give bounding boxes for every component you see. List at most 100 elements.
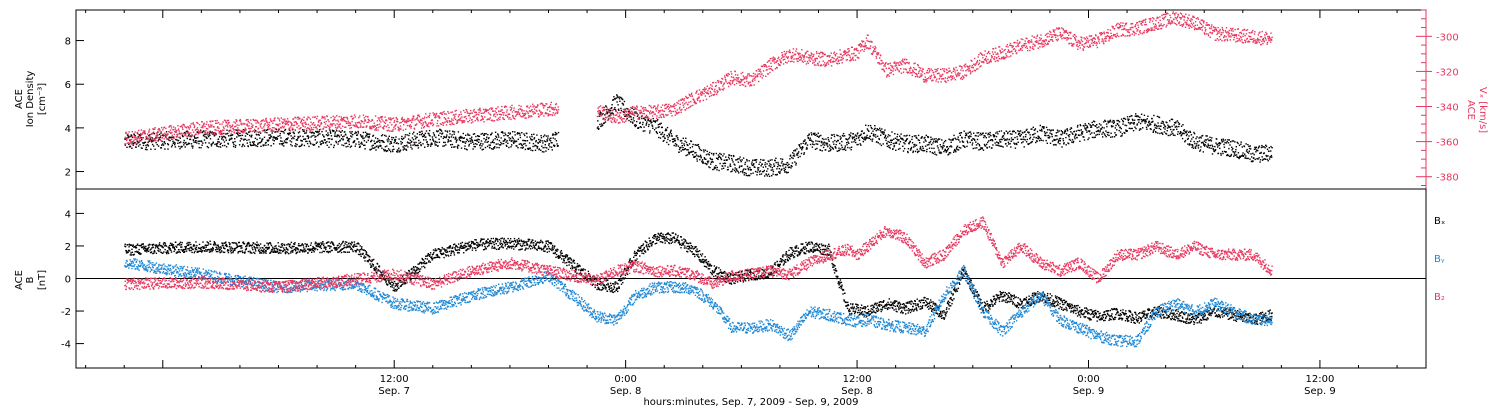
vx-point xyxy=(216,122,218,124)
density-point xyxy=(910,146,913,149)
density-point xyxy=(688,153,690,155)
vx-point xyxy=(668,106,671,109)
density-point xyxy=(530,149,532,151)
vx-point xyxy=(270,119,272,122)
density-point xyxy=(1206,135,1208,137)
density-point xyxy=(1189,130,1191,133)
vx-point xyxy=(155,139,157,142)
density-point xyxy=(145,144,147,147)
density-point xyxy=(952,139,954,141)
density-point xyxy=(1127,118,1129,120)
vx-point xyxy=(157,129,159,131)
vx-point xyxy=(203,122,205,125)
vx-point xyxy=(326,124,329,127)
density-point xyxy=(142,144,145,147)
vx-point xyxy=(717,81,720,84)
density-point xyxy=(1212,145,1214,148)
vx-point xyxy=(476,113,478,115)
density-point xyxy=(362,137,364,140)
density-point xyxy=(899,135,901,137)
vx-point xyxy=(330,116,332,119)
vx-point xyxy=(261,127,263,129)
vx-point xyxy=(533,111,535,113)
vx-point xyxy=(390,119,392,121)
vx-point xyxy=(549,110,551,112)
vx-point xyxy=(187,126,189,128)
density-point xyxy=(263,144,265,146)
density-point xyxy=(1127,122,1130,124)
vx-point xyxy=(181,127,184,129)
vx-point xyxy=(359,126,361,128)
vx-point xyxy=(131,143,133,145)
vx-point xyxy=(407,120,410,122)
vx-point xyxy=(490,107,492,109)
density-point xyxy=(208,142,210,144)
density-point xyxy=(466,138,468,140)
density-point xyxy=(914,150,917,153)
density-point xyxy=(393,141,395,144)
density-point xyxy=(1050,129,1052,131)
density-point xyxy=(983,134,985,137)
vx-point xyxy=(678,100,680,102)
vx-point xyxy=(354,122,357,124)
vx-point xyxy=(298,128,300,130)
vx-point xyxy=(717,90,719,93)
vx-point xyxy=(721,78,724,80)
vx-point xyxy=(457,116,460,118)
density-point xyxy=(457,147,459,149)
vx-point xyxy=(402,119,404,121)
density-point xyxy=(721,165,724,167)
density-point xyxy=(429,135,431,137)
vx-point xyxy=(547,113,550,115)
vx-point xyxy=(356,125,358,128)
vx-point xyxy=(671,110,673,113)
density-point xyxy=(1194,146,1196,148)
vx-point xyxy=(215,133,218,135)
density-point xyxy=(126,146,128,148)
density-point xyxy=(960,147,962,149)
density-point xyxy=(643,126,645,128)
density-point xyxy=(310,143,312,145)
vx-point xyxy=(780,60,782,62)
density-point xyxy=(663,139,665,142)
vx-point xyxy=(290,126,292,128)
density-point xyxy=(1039,124,1041,127)
vx-point xyxy=(606,106,608,109)
vx-point xyxy=(213,126,215,128)
vx-point xyxy=(404,121,407,123)
vx-point xyxy=(739,84,741,86)
vx-point xyxy=(128,131,130,133)
density-point xyxy=(989,131,991,134)
density-point xyxy=(842,135,844,137)
density-point xyxy=(688,143,691,145)
density-point xyxy=(481,145,483,147)
vx-point xyxy=(625,111,627,113)
density-point xyxy=(289,132,292,135)
vx-point xyxy=(769,58,771,60)
density-point xyxy=(1210,140,1213,142)
vx-point xyxy=(176,133,179,136)
density-point xyxy=(1189,131,1192,133)
density-point xyxy=(1211,144,1213,146)
vx-point xyxy=(194,125,196,127)
density-point xyxy=(1098,123,1101,125)
vx-point xyxy=(713,93,716,95)
vx-point xyxy=(299,121,302,124)
density-point xyxy=(1104,120,1107,122)
vx-point xyxy=(412,117,415,119)
vx-point xyxy=(470,122,473,124)
density-point xyxy=(464,145,466,147)
density-point xyxy=(1209,136,1211,138)
density-point xyxy=(480,140,483,142)
density-point xyxy=(802,146,804,149)
density-point xyxy=(1168,125,1170,128)
density-point xyxy=(300,144,303,147)
vx-point xyxy=(685,96,688,99)
density-point xyxy=(536,147,538,149)
density-point xyxy=(810,132,812,134)
density-point xyxy=(730,155,733,157)
vx-point xyxy=(782,63,785,65)
vx-point xyxy=(217,121,220,124)
vx-point xyxy=(747,73,749,75)
density-point xyxy=(486,145,489,148)
